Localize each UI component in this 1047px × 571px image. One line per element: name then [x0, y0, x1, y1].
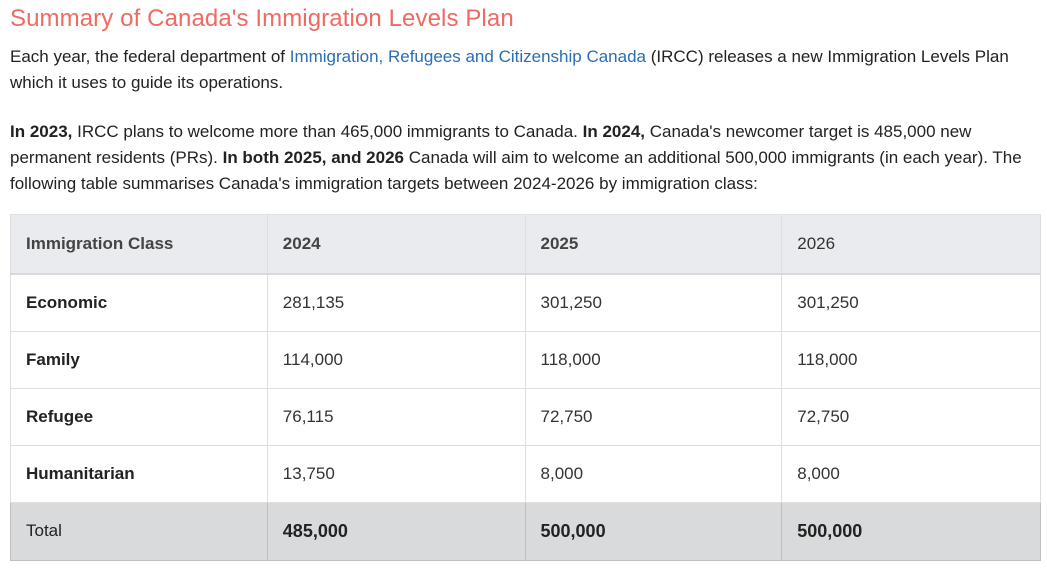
total-2024: 485,000: [266, 501, 526, 561]
summary-text-2024: Canada's newcomer target is 485,000 new …: [10, 122, 972, 167]
header-2025: 2025: [524, 214, 783, 275]
cell-humanitarian-2024: 13,750: [266, 444, 526, 503]
summary-bold-2024: In 2024,: [582, 122, 645, 141]
row-label-refugee: Refugee: [10, 387, 268, 446]
cell-refugee-2025: 72,750: [524, 387, 783, 446]
summary-text-2025-2026: Canada will aim to welcome an additional…: [10, 148, 1022, 193]
row-label-family: Family: [10, 330, 268, 389]
summary-bold-2025-2026: In both 2025, and 2026: [222, 148, 404, 167]
summary-bold-2023: In 2023,: [10, 122, 73, 141]
cell-refugee-2026: 72,750: [781, 387, 1041, 446]
table-row: Refugee 76,115 72,750 72,750: [10, 387, 1041, 446]
header-2026: 2026: [781, 214, 1041, 275]
cell-family-2024: 114,000: [266, 330, 526, 389]
cell-humanitarian-2026: 8,000: [781, 444, 1041, 503]
table-total-row: Total 485,000 500,000 500,000: [10, 501, 1041, 561]
intro-text-end: (IRCC) releases a new Immigration Levels…: [10, 47, 1009, 92]
cell-economic-2025: 301,250: [524, 273, 783, 332]
table-row: Humanitarian 13,750 8,000 8,000: [10, 444, 1041, 503]
summary-paragraph: In 2023, IRCC plans to welcome more than…: [10, 119, 1037, 197]
cell-family-2026: 118,000: [781, 330, 1041, 389]
table-row: Economic 281,135 301,250 301,250: [10, 273, 1041, 332]
total-2025: 500,000: [524, 501, 783, 561]
intro-paragraph: Each year, the federal department of Imm…: [10, 44, 1037, 96]
cell-refugee-2024: 76,115: [266, 387, 526, 446]
cell-family-2025: 118,000: [524, 330, 783, 389]
immigration-levels-table: Immigration Class 2024 2025 2026 Economi…: [10, 214, 1041, 561]
article: Summary of Canada's Immigration Levels P…: [0, 0, 1047, 197]
row-label-economic: Economic: [10, 273, 268, 332]
total-2026: 500,000: [781, 501, 1041, 561]
summary-text-2023: IRCC plans to welcome more than 465,000 …: [72, 122, 583, 141]
total-label: Total: [10, 501, 268, 561]
row-label-humanitarian: Humanitarian: [10, 444, 268, 503]
cell-humanitarian-2025: 8,000: [524, 444, 783, 503]
ircc-link[interactable]: Immigration, Refugees and Citizenship Ca…: [289, 47, 646, 66]
header-2024: 2024: [266, 214, 526, 275]
cell-economic-2026: 301,250: [781, 273, 1041, 332]
intro-text-start: Each year, the federal department of: [10, 47, 290, 66]
table-header-row: Immigration Class 2024 2025 2026: [10, 214, 1041, 275]
header-immigration-class: Immigration Class: [10, 214, 268, 275]
page-title: Summary of Canada's Immigration Levels P…: [10, 5, 514, 32]
table-row: Family 114,000 118,000 118,000: [10, 330, 1041, 389]
cell-economic-2024: 281,135: [266, 273, 526, 332]
